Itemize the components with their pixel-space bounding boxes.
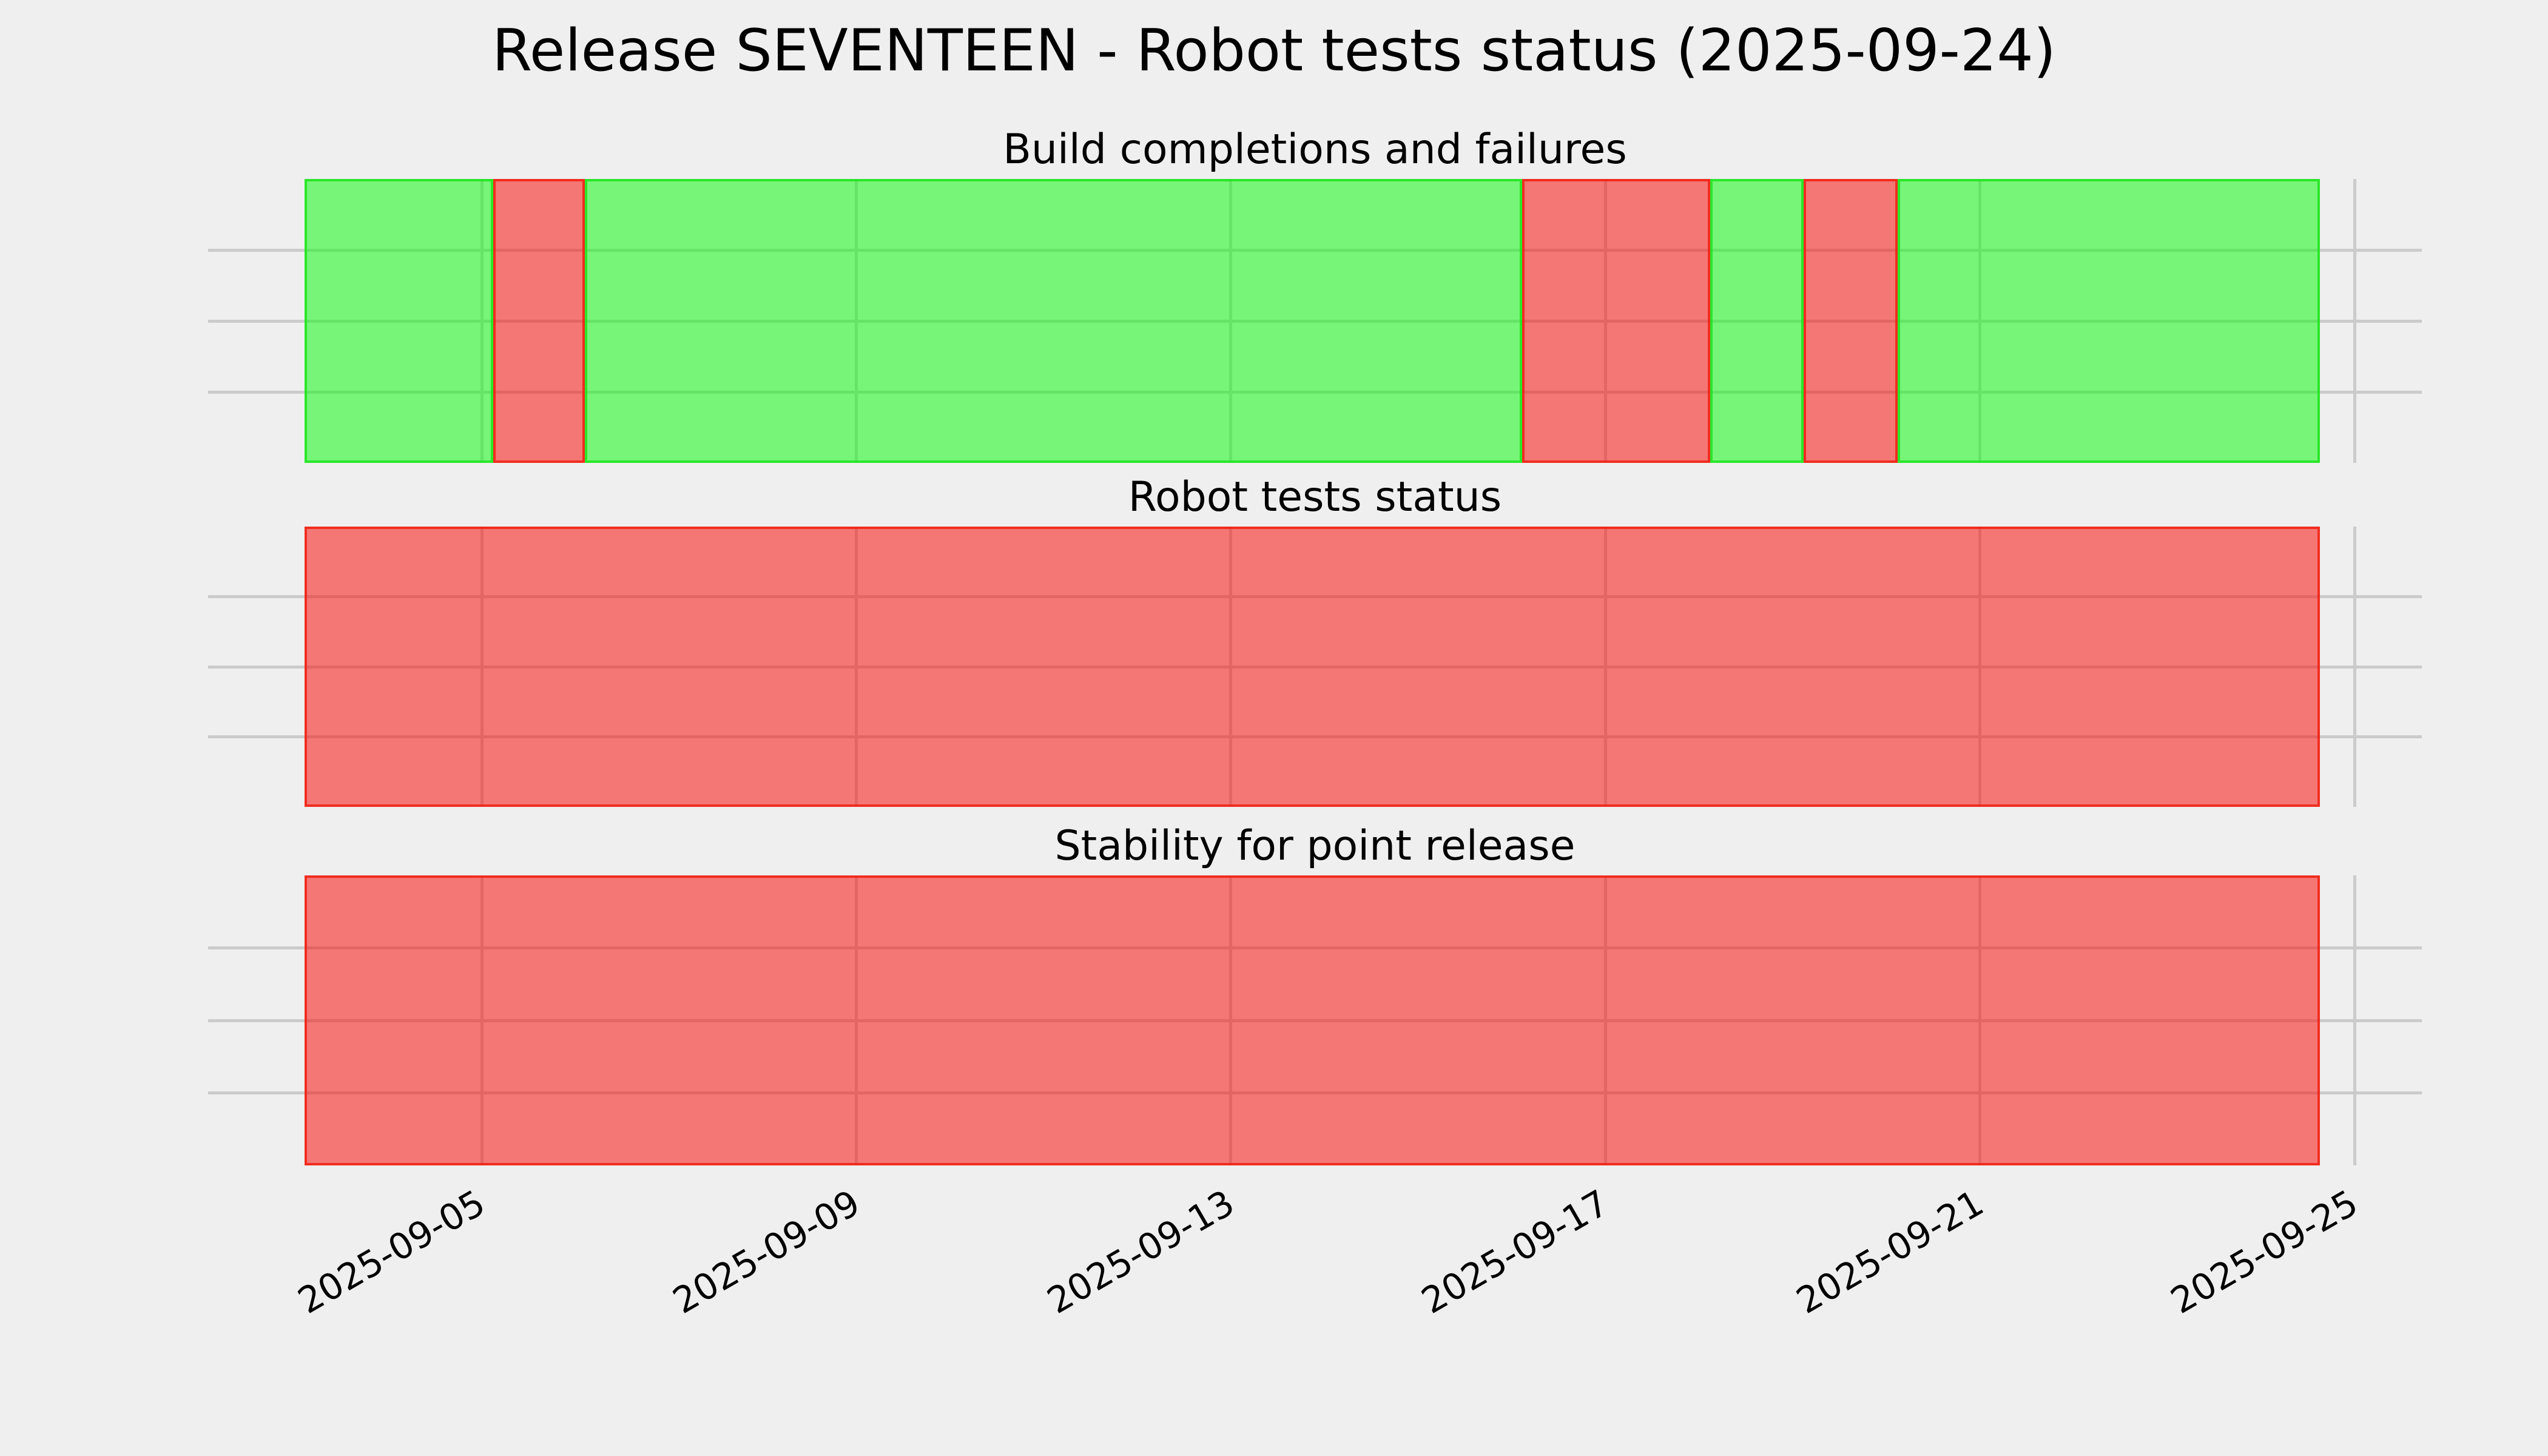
gridline-vertical <box>2353 875 2356 1165</box>
status-segment-success <box>1710 179 1804 463</box>
x-tick-label: 2025-09-21 <box>1789 1181 1990 1322</box>
status-panel: Robot tests status <box>208 477 2422 807</box>
x-tick-label: 2025-09-13 <box>1040 1181 1241 1322</box>
gridline-vertical <box>2353 527 2356 807</box>
panel-title: Stability for point release <box>1054 822 1576 870</box>
status-panel: Stability for point release <box>208 826 2422 1165</box>
status-panel: Build completions and failures <box>208 129 2422 463</box>
x-tick-label: 2025-09-25 <box>2163 1181 2365 1322</box>
status-segment-failure <box>305 527 2320 807</box>
status-segment-failure <box>305 875 2320 1165</box>
chart-title: Release SEVENTEEN - Robot tests status (… <box>492 18 2056 84</box>
gridline-vertical <box>2353 179 2356 463</box>
panel-title: Build completions and failures <box>1003 126 1627 174</box>
status-segment-success <box>584 179 1522 463</box>
status-segment-failure <box>493 179 585 463</box>
x-tick-label: 2025-09-09 <box>665 1181 867 1322</box>
status-segment-success <box>305 179 493 463</box>
status-segment-failure <box>1522 179 1711 463</box>
x-tick-label: 2025-09-05 <box>291 1181 492 1322</box>
status-segment-failure <box>1804 179 1898 463</box>
status-segment-success <box>1897 179 2320 463</box>
x-tick-label: 2025-09-17 <box>1414 1181 1616 1322</box>
panel-title: Robot tests status <box>1128 473 1502 521</box>
